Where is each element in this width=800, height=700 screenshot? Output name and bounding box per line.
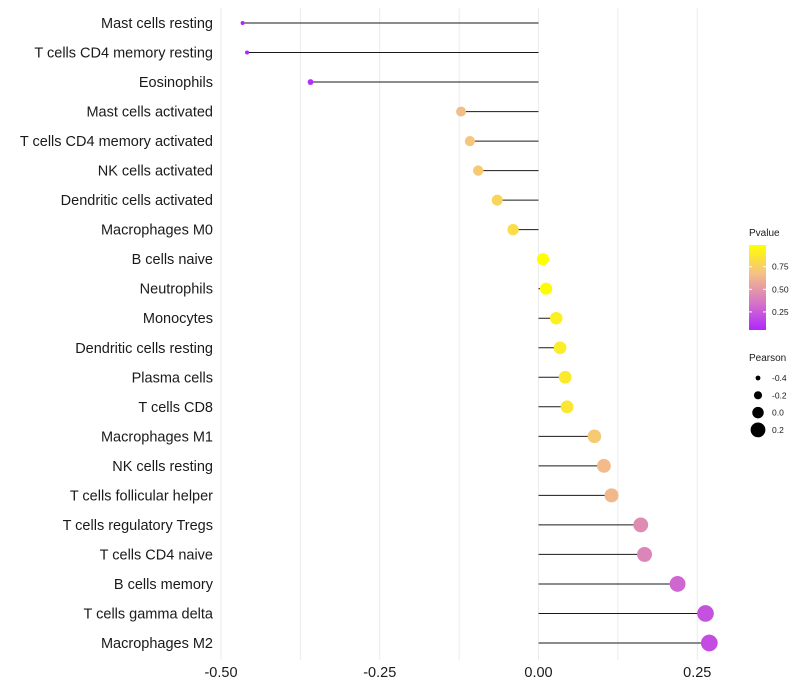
- x-tick-label: -0.25: [363, 665, 396, 681]
- pearson-legend-title: Pearson: [749, 353, 786, 364]
- point-macrophages-m2: [700, 634, 718, 652]
- colorbar-tick-label: 0.75: [772, 262, 789, 272]
- size-key-label: -0.2: [772, 390, 787, 400]
- colorbar-tick-label: 0.50: [772, 284, 789, 294]
- category-label: Macrophages M2: [101, 636, 213, 652]
- category-label: Mast cells resting: [101, 16, 213, 32]
- category-label: T cells follicular helper: [70, 488, 213, 504]
- point-t-cells-gamma-delta: [697, 605, 714, 622]
- point-monocytes: [550, 311, 563, 325]
- size-key-dot: [755, 375, 761, 381]
- pearson-size-legend: Pearson -0.4 -0.2 0.0 0.2: [749, 353, 787, 438]
- size-key-label: 0.2: [772, 425, 784, 435]
- category-labels: Mast cells resting T cells CD4 memory res…: [20, 16, 214, 652]
- category-label: Dendritic cells resting: [75, 341, 213, 357]
- point-t-cells-cd4-memory-resting: [245, 50, 250, 55]
- category-label: Eosinophils: [139, 75, 213, 91]
- grid-lines: [220, 8, 698, 660]
- size-key-dot: [750, 422, 766, 438]
- colorbar-tick-label: 0.25: [772, 307, 789, 317]
- point-mast-cells-activated: [456, 106, 466, 117]
- category-label: Dendritic cells activated: [61, 193, 213, 209]
- size-key-label: -0.4: [772, 373, 787, 383]
- point-t-cells-cd4-memory-activated: [464, 136, 476, 147]
- lollipop-points: [240, 21, 718, 652]
- size-key-label: 0.0: [772, 408, 784, 418]
- lollipop-stems: [242, 22, 710, 644]
- x-tick-label: 0.25: [683, 665, 711, 681]
- category-label: T cells CD4 memory activated: [20, 134, 213, 150]
- category-label: T cells CD4 memory resting: [34, 46, 213, 62]
- pvalue-legend-title: Pvalue: [749, 228, 780, 239]
- point-macrophages-m0: [507, 223, 519, 236]
- category-label: Macrophages M1: [101, 429, 213, 445]
- point-nk-cells-activated: [472, 165, 484, 176]
- point-neutrophils: [539, 282, 553, 295]
- pvalue-colorbar: [749, 245, 766, 330]
- category-label: B cells memory: [114, 577, 214, 593]
- category-label: B cells naive: [132, 252, 213, 268]
- pvalue-legend: Pvalue 0.25 0.50 0.75: [749, 228, 789, 330]
- point-nk-cells-resting: [596, 458, 611, 473]
- point-dendritic-cells-resting: [553, 341, 567, 355]
- category-label: Macrophages M0: [101, 223, 213, 239]
- point-b-cells-memory: [669, 576, 686, 592]
- point-t-cells-cd8: [560, 400, 574, 414]
- category-label: T cells gamma delta: [84, 606, 214, 622]
- x-tick-label: -0.50: [204, 665, 237, 681]
- x-tick-label: 0.00: [524, 665, 552, 681]
- point-macrophages-m1: [587, 429, 602, 444]
- category-label: NK cells activated: [98, 164, 213, 180]
- size-key-dot: [752, 406, 764, 419]
- point-t-cells-follicular-helper: [604, 488, 619, 503]
- category-label: Mast cells activated: [86, 105, 213, 121]
- point-plasma-cells: [558, 370, 572, 384]
- point-mast-cells-resting: [240, 21, 245, 25]
- point-t-cells-regulatory-tregs: [633, 517, 649, 533]
- category-label: T cells CD4 naive: [100, 547, 213, 563]
- point-b-cells-naive: [536, 253, 550, 266]
- category-label: Monocytes: [143, 311, 213, 327]
- category-label: Plasma cells: [132, 370, 213, 386]
- point-dendritic-cells-activated: [491, 194, 503, 206]
- category-label: Neutrophils: [140, 282, 213, 298]
- category-label: T cells regulatory Tregs: [63, 518, 213, 534]
- category-label: T cells CD8: [138, 400, 213, 416]
- point-t-cells-cd4-naive: [637, 546, 653, 562]
- category-label: NK cells resting: [112, 459, 213, 475]
- x-axis-tick-labels: -0.50 -0.25 0.00 0.25: [204, 665, 711, 681]
- point-eosinophils: [307, 79, 314, 85]
- size-key-dot: [753, 391, 763, 400]
